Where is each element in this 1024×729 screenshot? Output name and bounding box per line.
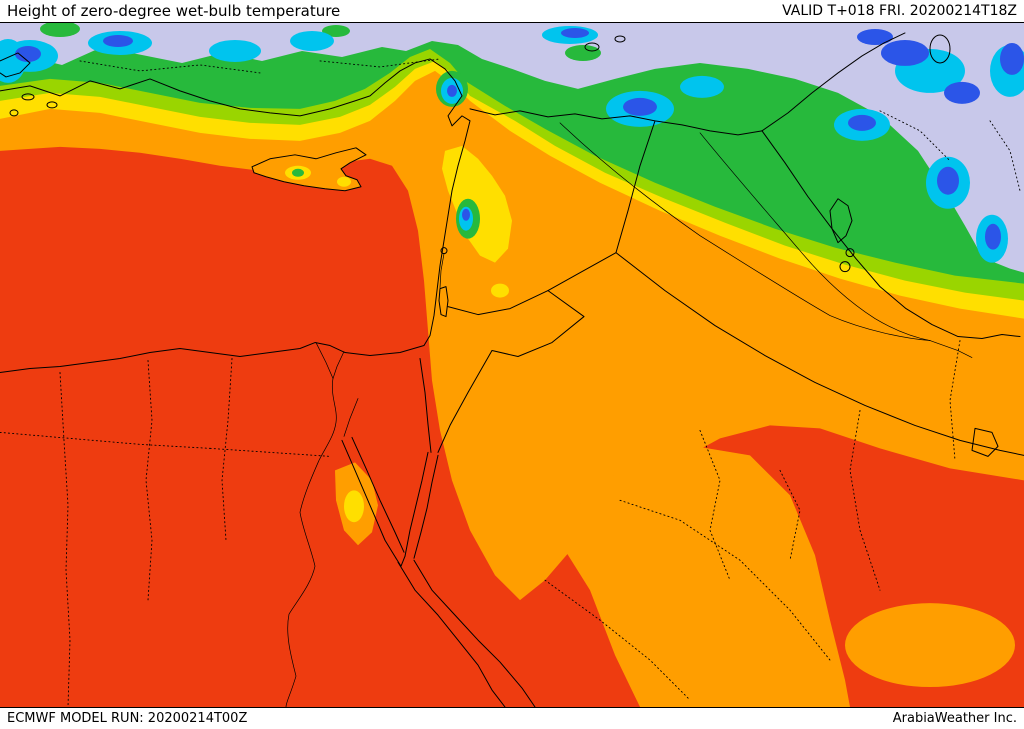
map-title: Height of zero-degree wet-bulb temperatu… — [7, 2, 341, 20]
brand-label: ArabiaWeather Inc. — [892, 711, 1017, 726]
footer-bar: ECMWF MODEL RUN: 20200214T00Z ArabiaWeat… — [0, 707, 1024, 729]
valid-time-label: VALID T+018 FRI. 20200214T18Z — [782, 3, 1017, 19]
coastlines — [0, 34, 973, 707]
model-run-label: ECMWF MODEL RUN: 20200214T00Z — [7, 711, 248, 726]
weather-map — [0, 22, 1024, 707]
header-bar: Height of zero-degree wet-bulb temperatu… — [0, 0, 1024, 22]
wetbulb-height-field — [0, 23, 1024, 707]
country-borders — [419, 32, 1024, 457]
admin-boundaries-dotted — [0, 58, 1021, 707]
